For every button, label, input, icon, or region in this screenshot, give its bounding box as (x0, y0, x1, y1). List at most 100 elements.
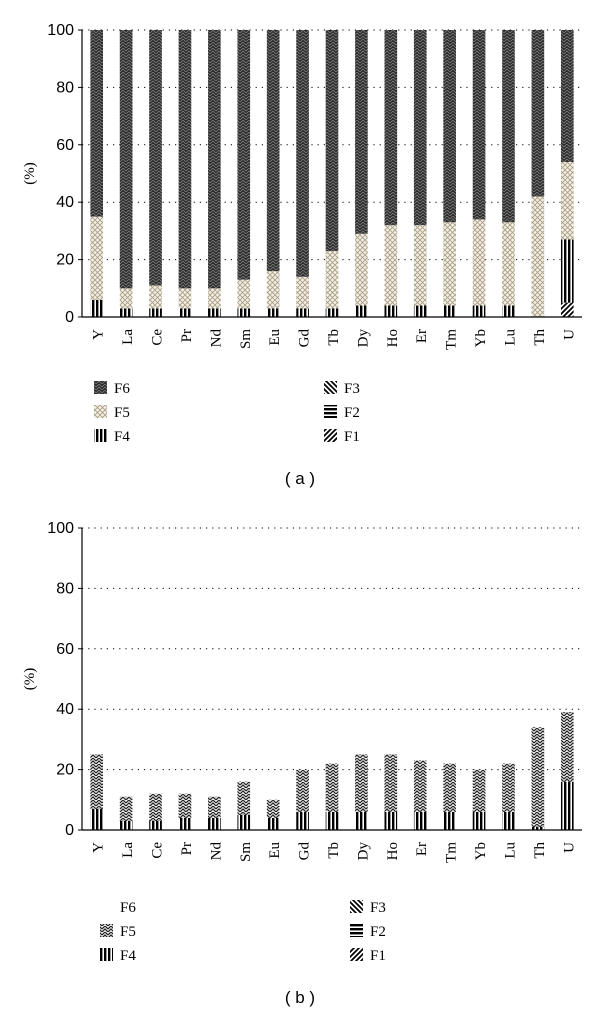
bar-Er-F6 (413, 30, 427, 226)
bar-Eu-F6 (266, 30, 280, 272)
bar-Tb-F4 (325, 308, 339, 317)
bar-Sm-F4 (237, 308, 251, 317)
bar-Ho-F6 (384, 528, 398, 755)
bar-Y-F4 (90, 299, 104, 317)
x-tick-label-Eu: Eu (267, 842, 283, 859)
y-tick-label: 100 (47, 22, 74, 39)
bar-Tm-F6 (443, 528, 456, 764)
bar-Y-F4 (90, 808, 104, 830)
bar-Tb-F4 (325, 811, 339, 830)
x-tick-label-Lu: Lu (502, 842, 518, 859)
bar-Y-F5 (90, 754, 104, 809)
x-tick-label-Dy: Dy (355, 842, 371, 861)
legend-swatch-F3 (324, 381, 337, 394)
bar-Tb-F6 (325, 528, 339, 764)
bar-Dy-F6 (355, 30, 368, 234)
legend-label-F6: F6 (114, 381, 130, 397)
chart-b: 0 20 40 60 80 100 (%) Y La Ce Pr Nd Sm Eu Gd Tb Dy Ho Er Tm… (22, 520, 582, 964)
y-tick-label: 80 (56, 79, 74, 96)
bar-Gd-F5 (296, 276, 309, 309)
x-tick-label-La: La (120, 842, 136, 858)
bar-Ce-F4 (149, 308, 162, 317)
legend-label-F3: F3 (370, 900, 386, 916)
bar-Y-F6 (90, 528, 104, 755)
bar-Pr-F6 (178, 30, 192, 289)
bar-La-F6 (119, 30, 133, 289)
x-tick-label-U: U (561, 329, 577, 340)
x-tick-label-Tm: Tm (444, 842, 460, 863)
bar-Dy-F4 (355, 305, 368, 317)
bar-Yb-F5 (472, 769, 486, 812)
x-tick-label-Tb: Tb (326, 842, 342, 859)
y-tick-label: 40 (56, 701, 74, 718)
bar-Ho-F4 (384, 811, 398, 830)
legend-label-F2: F2 (370, 924, 386, 940)
legend-label-F1: F1 (344, 429, 360, 445)
bar-Pr-F5 (178, 793, 192, 818)
x-tick-label-Nd: Nd (208, 329, 224, 348)
bar-Lu-F6 (502, 528, 515, 764)
bar-Th-F6 (531, 30, 545, 197)
bar-Ce-F5 (149, 285, 162, 309)
bar-Sm-F4 (237, 814, 251, 830)
x-tick-label-Th: Th (532, 329, 548, 346)
bar-U-F5 (560, 162, 574, 240)
bar-Th-F5 (531, 196, 545, 317)
legend-swatch-F1 (350, 948, 363, 961)
legend-swatch-F1 (324, 429, 337, 442)
y-tick-label: 60 (56, 641, 74, 658)
bar-Nd-F5 (208, 796, 221, 818)
bar-La-F4 (119, 308, 133, 317)
bar-Yb-F5 (472, 219, 486, 306)
legend-label-F4: F4 (120, 948, 136, 964)
bar-Tb-F5 (325, 250, 339, 309)
bar-La-F5 (119, 796, 133, 821)
bar-Lu-F5 (502, 763, 515, 812)
bar-Ho-F5 (384, 225, 398, 306)
bar-Eu-F5 (266, 799, 280, 818)
bar-Nd-F4 (208, 817, 221, 830)
x-tick-label-Er: Er (414, 842, 430, 856)
bar-Tm-F5 (443, 763, 456, 812)
bar-Pr-F6 (178, 528, 192, 794)
legend-swatch-F2 (324, 405, 337, 418)
legend-swatch-F6 (100, 900, 113, 913)
legend-label-F2: F2 (344, 405, 360, 421)
legend-swatch-F5 (100, 924, 113, 937)
bar-Yb-F4 (472, 305, 486, 317)
y-tick-label: 40 (56, 194, 74, 211)
bar-Eu-F5 (266, 271, 280, 309)
x-tick-label-Er: Er (414, 329, 430, 343)
bar-Dy-F5 (355, 754, 368, 812)
x-tick-label-Dy: Dy (355, 329, 371, 348)
x-tick-label-Yb: Yb (473, 329, 489, 347)
bar-Gd-F5 (296, 769, 309, 812)
x-tick-label-Gd: Gd (297, 842, 313, 861)
bar-Eu-F4 (266, 817, 280, 830)
x-tick-label-Gd: Gd (297, 329, 313, 348)
x-tick-label-Pr: Pr (179, 842, 195, 855)
bar-U-F4 (560, 781, 574, 830)
bar-Er-F6 (413, 528, 427, 761)
bar-Tb-F5 (325, 763, 339, 812)
x-tick-label-Sm: Sm (238, 329, 254, 349)
x-tick-label-Tm: Tm (444, 329, 460, 350)
bar-Ho-F5 (384, 754, 398, 812)
bar-Ho-F4 (384, 305, 398, 317)
bar-Sm-F5 (237, 279, 251, 309)
y-tick-label: 20 (56, 252, 74, 269)
bar-Er-F5 (413, 760, 427, 812)
legend-label-F1: F1 (370, 948, 386, 964)
x-tick-label-Y: Y (91, 842, 107, 853)
bar-Ce-F4 (149, 820, 162, 830)
bar-Gd-F6 (296, 528, 309, 770)
bar-Lu-F4 (502, 305, 515, 317)
bar-Lu-F5 (502, 222, 515, 306)
bar-Dy-F4 (355, 811, 368, 830)
bar-Er-F4 (413, 305, 427, 317)
bar-Sm-F6 (237, 528, 251, 782)
bar-Ce-F6 (149, 30, 162, 286)
legend-label-F3: F3 (344, 381, 360, 397)
legend-swatch-F2 (350, 924, 363, 937)
x-tick-label-Ce: Ce (150, 329, 166, 346)
